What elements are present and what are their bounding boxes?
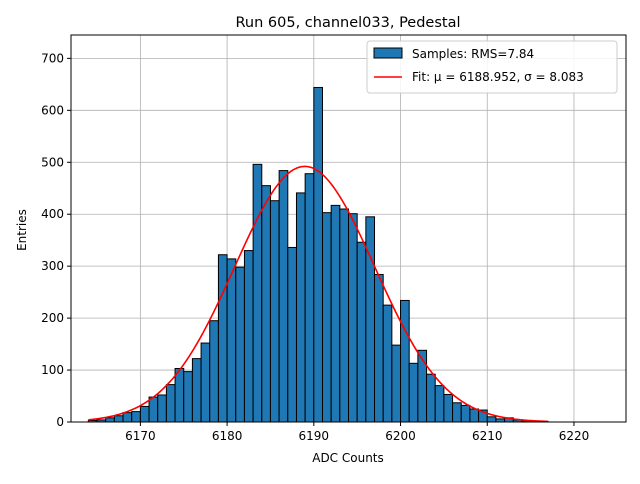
y-tick-label: 0 [56,415,64,429]
histogram-bar [400,299,410,423]
histogram-bar [313,86,323,423]
histogram-bar [139,405,150,423]
histogram-bar [226,258,237,423]
histogram-bar [261,185,271,423]
legend-fit-label: Fit: μ = 6188.952, σ = 8.083 [412,70,584,84]
histogram-bar [200,342,211,423]
histogram-bar [174,367,185,423]
histogram-bar [157,394,167,423]
histogram-bar [443,393,454,423]
histogram-bar [183,371,193,423]
histogram-bar [243,250,254,423]
histogram-bar [321,212,332,423]
x-axis-ticks: 6170 6180 6190 6200 6210 6220 [125,422,589,443]
histogram-bar [165,384,176,423]
x-tick-label: 6180 [212,429,243,443]
histogram-bar [348,213,358,423]
histogram-bar [235,266,245,423]
y-tick-label: 500 [41,155,64,169]
x-tick-label: 6210 [472,429,503,443]
histogram-bar [356,241,367,423]
y-tick-label: 100 [41,363,64,377]
chart-title: Run 605, channel033, Pedestal [235,15,460,31]
plot-frame [70,34,627,423]
histogram-bar [391,344,402,423]
histogram-bar [365,216,376,423]
y-axis-label: Entries [15,209,29,251]
legend: Samples: RMS=7.84 Fit: μ = 6188.952, σ =… [366,40,618,94]
y-tick-label: 700 [41,51,64,65]
histogram-bar [148,396,159,423]
x-axis-label: ADC Counts [312,451,384,465]
histogram-bar [209,320,219,423]
histogram-bar [217,254,228,423]
y-tick-label: 600 [41,103,64,117]
histogram-bar [460,404,471,423]
y-tick-label: 300 [41,259,64,273]
histogram-bar [434,385,445,423]
histogram-bar [278,170,289,423]
fit-curve-layer [88,165,548,423]
x-tick-label: 6190 [299,429,330,443]
histogram-bar [330,204,341,423]
histogram-bar [122,412,133,423]
histogram-bar [269,200,280,423]
histogram-bar [426,373,436,423]
histogram-bar [287,246,297,423]
y-tick-label: 200 [41,311,64,325]
histogram-bar [295,192,306,423]
histogram-bar [191,358,202,423]
histogram-bar [382,304,393,423]
y-tick-label: 400 [41,207,64,221]
histogram-bar [452,402,462,423]
histogram-bar [374,273,384,423]
histogram-bar [304,173,315,423]
histogram-bar [486,416,497,423]
legend-histogram-label: Samples: RMS=7.84 [412,47,534,61]
x-tick-label: 6220 [559,429,590,443]
histogram-bar [113,415,124,423]
histogram-bars [87,86,549,423]
x-tick-label: 6200 [385,429,416,443]
histogram-bar [105,417,115,423]
histogram-bar [252,163,263,423]
y-axis-ticks: 0 100 200 300 400 500 600 700 [41,51,71,429]
legend-histogram-swatch [373,47,403,59]
histogram-bar [339,208,349,423]
histogram-bar [417,349,428,423]
histogram-bar [131,411,141,423]
x-tick-label: 6170 [125,429,156,443]
fit-curve [88,165,548,423]
histogram-bar [408,362,419,423]
histogram-bar [469,408,480,423]
legend-box [366,40,618,94]
